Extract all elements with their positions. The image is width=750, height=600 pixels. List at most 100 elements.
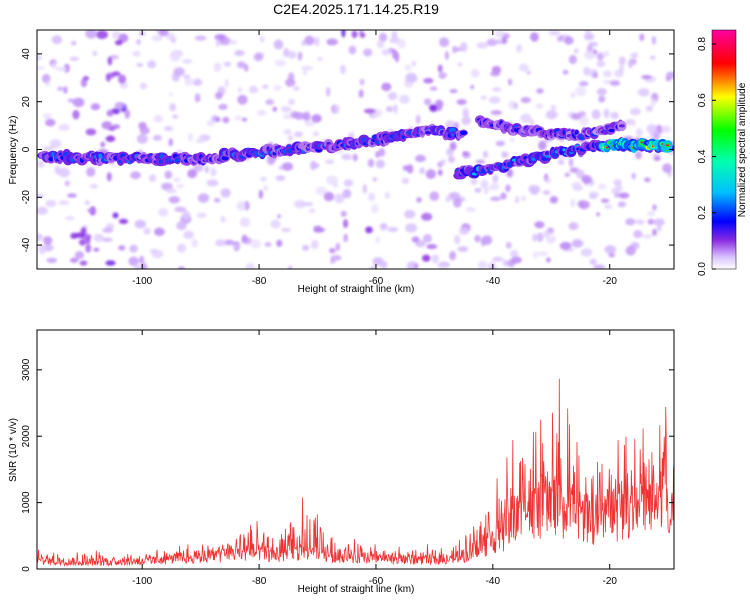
heatmap-cell <box>134 219 146 229</box>
heatmap-cell <box>584 50 596 60</box>
y-tick-label: 40 <box>21 48 32 60</box>
heatmap-cell <box>591 109 601 120</box>
y-tick-label: -20 <box>21 190 32 205</box>
colorbar-tick-label: 0.4 <box>697 149 708 163</box>
heatmap-cell <box>369 265 377 269</box>
heatmap-cell <box>458 227 469 235</box>
heatmap-cell <box>593 49 598 55</box>
heatmap-cell <box>505 241 512 249</box>
heatmap-cell <box>51 35 63 45</box>
heatmap-cell <box>445 148 454 157</box>
heatmap-cell <box>69 56 79 62</box>
heatmap-cell <box>635 150 642 160</box>
heatmap-cell <box>92 50 98 57</box>
heatmap-cell <box>340 210 347 217</box>
heatmap-cell <box>341 30 346 38</box>
ridge-core <box>618 124 625 128</box>
ridge-core <box>562 129 566 136</box>
heatmap-cell <box>85 236 91 245</box>
heatmap-cell <box>535 103 544 109</box>
heatmap-cell <box>70 232 78 239</box>
heatmap-cell <box>380 260 388 269</box>
heatmap-cell <box>394 52 400 63</box>
heatmap-cell <box>37 55 42 61</box>
heatmap-cell <box>67 193 77 198</box>
heatmap-cell <box>71 41 77 46</box>
heatmap-cell <box>294 199 306 209</box>
heatmap-cell <box>223 239 235 246</box>
heatmap-cell <box>272 106 278 112</box>
heatmap-cell <box>93 233 104 242</box>
heatmap-cell <box>461 116 472 125</box>
heatmap-cell <box>639 33 645 42</box>
heatmap-cell <box>538 140 547 151</box>
heatmap-cell <box>534 221 545 229</box>
heatmap-cell <box>237 87 243 93</box>
heatmap-cell <box>602 70 613 78</box>
heatmap-cell <box>253 53 264 62</box>
heatmap-cell <box>315 162 320 168</box>
heatmap-cell <box>359 78 365 86</box>
heatmap-cell <box>173 67 185 76</box>
heatmap-cell <box>378 148 386 157</box>
heatmap-cell <box>324 159 335 165</box>
snr-y-ticks: 0 1000 2000 3000 <box>21 358 674 572</box>
heatmap-cell <box>228 39 238 45</box>
heatmap-cell <box>184 77 194 86</box>
heatmap-cell <box>174 206 187 213</box>
heatmap-cell <box>224 78 229 88</box>
heatmap-cell <box>551 104 556 111</box>
heatmap-cell <box>78 239 87 246</box>
heatmap-cell <box>114 39 123 46</box>
heatmap-cell <box>276 239 283 248</box>
heatmap-cell <box>158 30 169 37</box>
heatmap-cell <box>168 92 174 97</box>
heatmap-cell <box>213 197 221 203</box>
heatmap-cell <box>419 167 426 175</box>
heatmap-cell <box>260 176 267 182</box>
x-tick-label: -80 <box>252 576 267 587</box>
heatmap-cell <box>564 172 571 177</box>
heatmap-cell <box>143 227 151 235</box>
snr-x-axis-label: Height of straight line (km) <box>298 584 415 595</box>
heatmap-cell <box>371 203 379 214</box>
heatmap-cell <box>528 184 541 194</box>
heatmap-cell <box>470 178 478 186</box>
heatmap-cell <box>579 116 590 126</box>
heatmap-cell <box>619 63 625 74</box>
heatmap-cell <box>437 169 443 176</box>
heatmap-cell <box>387 91 398 101</box>
heatmap-cell <box>559 241 572 250</box>
heatmap-cell <box>645 105 653 112</box>
heatmap-cell <box>325 87 331 97</box>
heatmap-cell <box>545 109 558 120</box>
heatmap-cell <box>368 192 375 202</box>
heatmap-cell <box>596 212 601 217</box>
heatmap-cell <box>372 176 378 182</box>
heatmap-cell <box>42 73 51 84</box>
heatmap-cell <box>153 114 164 123</box>
heatmap-cell <box>375 150 380 159</box>
colorbar-tick-label: 0.2 <box>697 205 708 219</box>
heatmap-cell <box>38 244 47 255</box>
heatmap-cell <box>363 48 373 57</box>
heatmap-cell <box>276 214 282 219</box>
heatmap-cell <box>294 112 306 120</box>
heatmap-cell <box>259 36 265 43</box>
x-tick-label: -80 <box>252 276 267 287</box>
heatmap-cell <box>494 30 505 38</box>
colorbar-label: Normalized spectral amplitude <box>737 82 748 217</box>
heatmap-cell <box>194 35 207 41</box>
heatmap-cell <box>196 212 207 219</box>
heatmap-cell <box>45 81 50 87</box>
heatmap-cell <box>102 227 114 233</box>
heatmap-cell <box>109 54 120 60</box>
heatmap-cell <box>124 109 131 119</box>
heatmap-cell <box>656 225 662 232</box>
heatmap-cell <box>476 42 489 49</box>
heatmap-cell <box>335 242 341 252</box>
heatmap-cell <box>164 170 173 180</box>
heatmap-cell <box>507 78 513 86</box>
heatmap-cell <box>236 201 246 211</box>
heatmap-cell <box>118 74 127 84</box>
